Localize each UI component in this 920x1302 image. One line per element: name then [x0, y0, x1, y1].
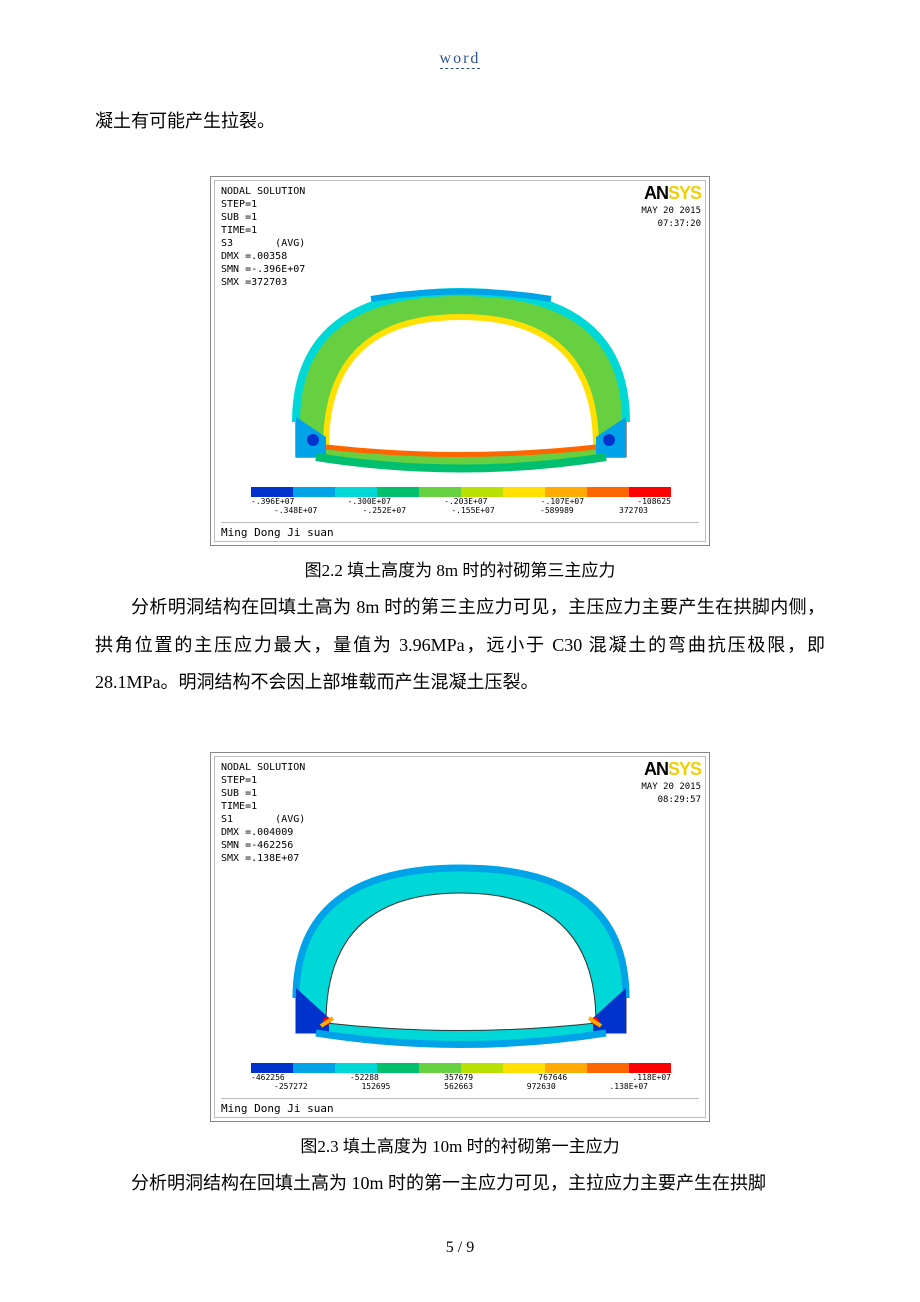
- logo-sys-2: SYS: [668, 759, 701, 779]
- tunnel-contour-1: [251, 262, 671, 482]
- header-word-text: word: [440, 50, 481, 69]
- plot2-time: 08:29:57: [641, 795, 701, 806]
- header-word: word: [95, 50, 825, 68]
- plot1-logo: ANSYS MAY 20 2015 07:37:20: [641, 183, 701, 230]
- figure-2-3: NODAL SOLUTION STEP=1 SUB =1 TIME=1 S1 (…: [210, 752, 710, 1122]
- logo-an-2: AN: [644, 759, 668, 779]
- plot2-legend: -462256-52288357679767646.118E+07 -25727…: [251, 1063, 671, 1093]
- ansys-brand-2: ANSYS: [641, 759, 701, 780]
- legend1-labels: -.396E+07-.300E+07-.203E+07-.107E+07-108…: [251, 497, 671, 517]
- tunnel-contour-2: [251, 838, 671, 1058]
- plot2-logo: ANSYS MAY 20 2015 08:29:57: [641, 759, 701, 806]
- figure-2-2: NODAL SOLUTION STEP=1 SUB =1 TIME=1 S3 (…: [210, 176, 710, 546]
- logo-an: AN: [644, 183, 668, 203]
- page-number: 5 / 9: [0, 1239, 920, 1257]
- ansys-plot-1: NODAL SOLUTION STEP=1 SUB =1 TIME=1 S3 (…: [210, 176, 710, 546]
- paragraph-1: 分析明洞结构在回填土高为 8m 时的第三主应力可见，主压应力主要产生在拱脚内侧，…: [95, 589, 825, 702]
- plot1-legend: -.396E+07-.300E+07-.203E+07-.107E+07-108…: [251, 487, 671, 517]
- intro-paragraph: 凝土有可能产生拉裂。: [95, 103, 825, 141]
- plot1-footer: Ming Dong Ji suan: [221, 522, 699, 539]
- ansys-brand: ANSYS: [641, 183, 701, 204]
- legend2-labels: -462256-52288357679767646.118E+07 -25727…: [251, 1073, 671, 1093]
- figure2-caption: 图2.3 填土高度为 10m 时的衬砌第一主应力: [95, 1132, 825, 1157]
- plot2-date: MAY 20 2015: [641, 782, 701, 793]
- ansys-plot-2: NODAL SOLUTION STEP=1 SUB =1 TIME=1 S1 (…: [210, 752, 710, 1122]
- plot2-footer: Ming Dong Ji suan: [221, 1098, 699, 1115]
- figure1-caption: 图2.2 填土高度为 8m 时的衬砌第三主应力: [95, 556, 825, 581]
- legend1-segments: [251, 487, 671, 497]
- plot1-time: 07:37:20: [641, 219, 701, 230]
- legend2-segments: [251, 1063, 671, 1073]
- logo-sys: SYS: [668, 183, 701, 203]
- plot1-date: MAY 20 2015: [641, 206, 701, 217]
- paragraph-2: 分析明洞结构在回填土高为 10m 时的第一主应力可见，主拉应力主要产生在拱脚: [95, 1165, 825, 1203]
